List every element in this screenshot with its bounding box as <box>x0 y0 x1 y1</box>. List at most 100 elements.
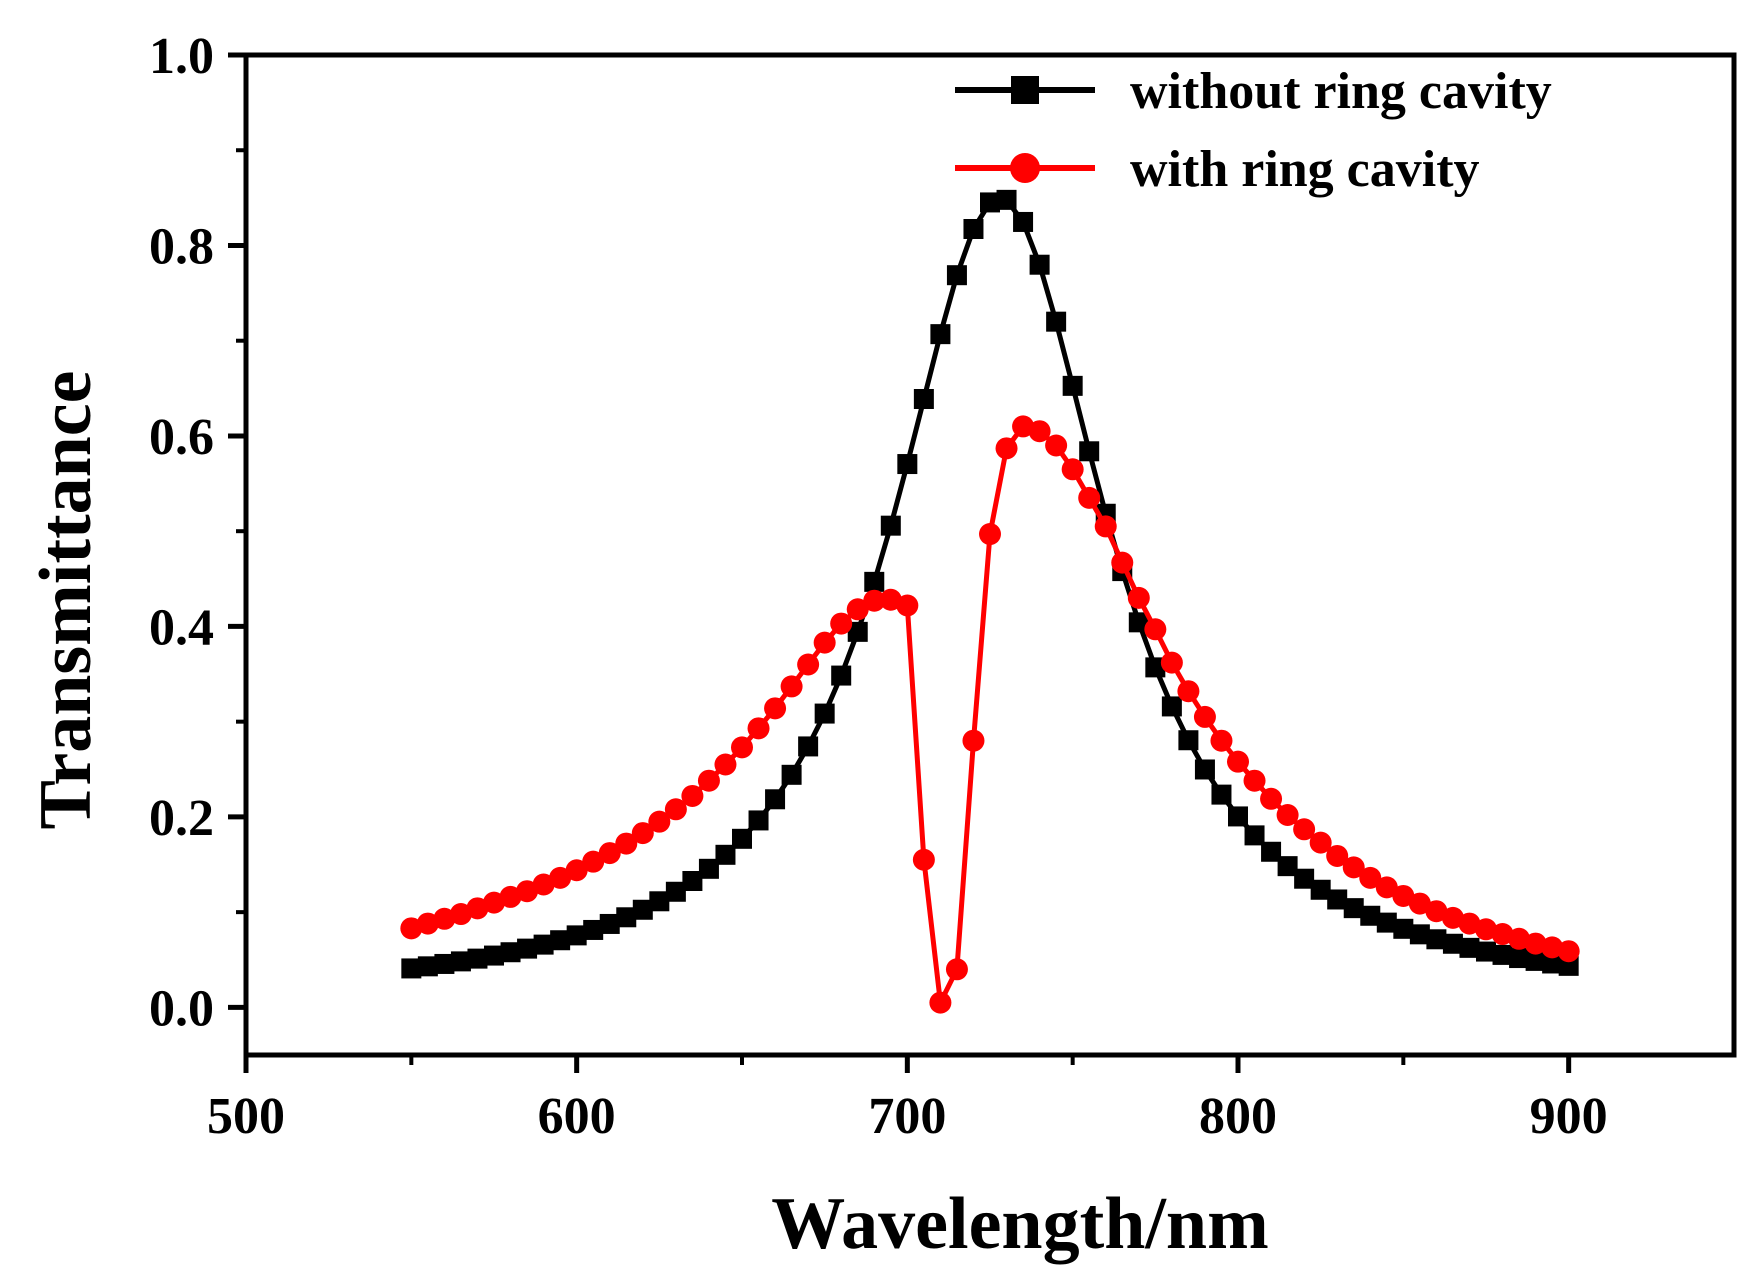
data-point-without-ring <box>1393 918 1414 939</box>
x-axis-title: Wavelength/nm <box>771 1183 1268 1265</box>
data-point-with-ring <box>945 958 968 981</box>
data-point-without-ring <box>996 189 1017 210</box>
data-point-without-ring <box>1459 937 1480 958</box>
y-tick-label: 0.0 <box>149 980 214 1037</box>
data-point-with-ring <box>764 697 787 720</box>
data-point-with-ring <box>1012 415 1035 438</box>
data-point-without-ring <box>417 956 438 977</box>
data-point-with-ring <box>1144 618 1167 641</box>
legend-label-without-ring: without ring cavity <box>1130 63 1552 120</box>
data-point-with-ring <box>697 769 720 792</box>
data-point-without-ring <box>434 953 455 974</box>
data-point-with-ring <box>1475 918 1497 941</box>
data-point-without-ring <box>583 919 604 940</box>
y-tick-label: 0.4 <box>149 599 214 656</box>
x-tick-label: 600 <box>538 1088 616 1145</box>
legend: without ring cavity with ring cavity <box>955 63 1552 198</box>
data-point-with-ring <box>681 784 704 807</box>
data-point-without-ring <box>980 192 1000 213</box>
plot-frame <box>243 52 1737 1058</box>
data-point-with-ring <box>615 832 638 855</box>
data-point-with-ring <box>1309 831 1332 854</box>
data-point-with-ring <box>648 810 671 833</box>
data-point-without-ring <box>566 925 587 946</box>
data-point-without-ring <box>1145 657 1166 678</box>
data-point-with-ring <box>433 907 456 930</box>
data-point-with-ring <box>483 891 505 914</box>
data-point-without-ring <box>930 324 951 345</box>
data-point-without-ring <box>665 881 686 902</box>
data-point-without-ring <box>1062 375 1083 396</box>
legend-label-with-ring: with ring cavity <box>1130 141 1480 198</box>
data-point-without-ring <box>616 907 637 928</box>
data-point-without-ring <box>715 844 736 865</box>
data-point-with-ring <box>1491 923 1514 946</box>
data-point-with-ring <box>1193 705 1216 728</box>
data-point-with-ring <box>582 850 605 873</box>
data-point-with-ring <box>813 631 836 654</box>
data-point-without-ring <box>1525 950 1546 971</box>
data-point-with-ring <box>664 798 687 821</box>
data-point-with-ring <box>912 848 935 871</box>
data-point-without-ring <box>599 913 620 934</box>
ticks-layer: 500 600 700 800 900 0.0 0.2 0.4 0.6 0.8 1.0 <box>149 28 1608 1145</box>
data-point-without-ring <box>1294 868 1315 889</box>
data-point-without-ring <box>1161 696 1182 717</box>
data-point-with-ring <box>1028 420 1051 443</box>
data-point-without-ring <box>533 934 554 955</box>
data-point-with-ring <box>1045 434 1068 457</box>
data-point-with-ring <box>1094 515 1117 538</box>
data-point-with-ring <box>1359 866 1382 889</box>
data-point-with-ring <box>1260 787 1283 810</box>
data-point-without-ring <box>1409 924 1430 945</box>
data-point-with-ring <box>896 594 919 617</box>
data-point-with-ring <box>1127 586 1150 609</box>
data-point-with-ring <box>1227 750 1249 773</box>
data-point-without-ring <box>467 948 488 969</box>
data-point-without-ring <box>831 665 852 686</box>
data-point-with-ring <box>1177 680 1200 703</box>
data-point-without-ring <box>963 219 984 239</box>
y-tick-label: 0.8 <box>149 218 214 275</box>
data-point-with-ring <box>1441 906 1464 929</box>
data-point-without-ring <box>1178 730 1199 751</box>
data-point-without-ring <box>880 515 901 536</box>
data-point-with-ring <box>516 880 539 903</box>
legend-marker-without-ring <box>1011 76 1039 104</box>
data-point-without-ring <box>401 958 422 979</box>
data-point-without-ring <box>632 899 653 920</box>
y-axis-title: Transmittance <box>25 371 107 830</box>
data-point-with-ring <box>1375 876 1398 899</box>
series-line-without-ring <box>410 197 1570 971</box>
data-point-without-ring <box>500 942 521 963</box>
data-point-with-ring <box>731 736 753 759</box>
data-point-without-ring <box>1343 898 1364 919</box>
data-point-without-ring <box>682 871 703 891</box>
data-point-with-ring <box>747 717 770 740</box>
data-point-with-ring <box>1458 912 1481 935</box>
data-point-with-ring <box>962 729 985 752</box>
data-point-with-ring <box>797 653 820 676</box>
data-point-with-ring <box>1524 932 1547 955</box>
data-point-without-ring <box>649 891 670 912</box>
data-point-with-ring <box>1541 936 1564 959</box>
data-point-with-ring <box>449 903 472 926</box>
data-point-with-ring <box>532 873 555 896</box>
data-point-with-ring <box>714 753 737 776</box>
data-point-without-ring <box>450 951 471 972</box>
data-point-with-ring <box>466 897 489 920</box>
data-point-without-ring <box>1013 211 1034 232</box>
data-point-with-ring <box>1160 651 1183 674</box>
data-point-without-ring <box>847 621 868 642</box>
data-point-without-ring <box>781 764 802 785</box>
data-point-with-ring <box>1293 818 1316 841</box>
data-point-without-ring <box>1046 311 1067 332</box>
data-point-without-ring <box>1194 759 1215 780</box>
data-point-with-ring <box>1061 458 1084 481</box>
data-point-with-ring <box>995 437 1018 460</box>
data-point-without-ring <box>517 938 538 959</box>
data-point-without-ring <box>1327 889 1348 910</box>
data-point-without-ring <box>1542 953 1563 974</box>
data-point-without-ring <box>1211 784 1232 805</box>
